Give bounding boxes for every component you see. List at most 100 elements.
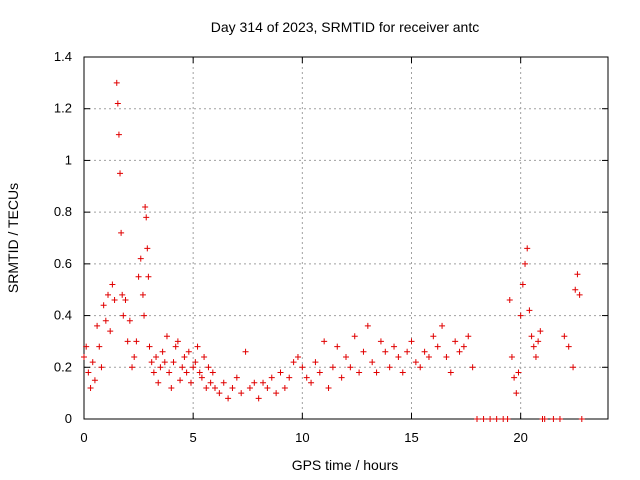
data-point [190, 364, 197, 371]
data-point [532, 353, 539, 360]
data-point [535, 338, 542, 345]
data-point [220, 379, 227, 386]
data-point [386, 364, 393, 371]
data-point [574, 271, 581, 278]
data-point [412, 359, 419, 366]
data-point [508, 353, 515, 360]
data-point [452, 338, 459, 345]
data-point [181, 353, 188, 360]
data-point [526, 307, 533, 314]
data-point [137, 255, 144, 262]
data-point [133, 338, 140, 345]
axis-ticks: 0 0.2 0.4 0.6 0.8 1 1.2 1.4 0 5 10 15 20 [54, 49, 608, 445]
data-point [316, 369, 323, 376]
data-point [294, 353, 301, 360]
data-point [172, 343, 179, 350]
data-point [281, 384, 288, 391]
data-point [465, 333, 472, 340]
data-point [550, 416, 557, 422]
data-point [417, 364, 424, 371]
data-point [122, 297, 129, 304]
data-point [308, 379, 315, 386]
data-point [155, 379, 162, 386]
y-tick-label: 0.8 [54, 204, 72, 219]
data-point [177, 377, 184, 384]
data-point [303, 374, 310, 381]
data-point [118, 229, 125, 236]
y-tick-label: 1 [65, 152, 72, 167]
data-point [430, 333, 437, 340]
data-point [225, 395, 232, 402]
data-point [150, 369, 157, 376]
data-point [325, 384, 332, 391]
data-point [109, 281, 116, 288]
data-point [570, 364, 577, 371]
data-point [205, 364, 212, 371]
data-point [201, 353, 208, 360]
y-tick-label: 0.6 [54, 256, 72, 271]
data-point [321, 338, 328, 345]
data-point [474, 416, 480, 422]
data-point [522, 260, 529, 267]
data-point [541, 416, 548, 422]
data-point [530, 343, 537, 350]
data-point [277, 369, 284, 376]
data-point [576, 291, 583, 298]
data-point [255, 395, 262, 402]
data-point [565, 343, 572, 350]
data-point [382, 348, 389, 355]
data-point [105, 291, 112, 298]
data-point [107, 328, 114, 335]
x-tick-label: 5 [190, 430, 197, 445]
data-point [113, 79, 120, 86]
data-point [115, 131, 122, 138]
data-point [469, 364, 476, 371]
data-point [480, 416, 487, 422]
data-point [238, 390, 245, 397]
data-point [157, 364, 164, 371]
data-point [174, 338, 181, 345]
y-tick-label: 1.2 [54, 101, 72, 116]
chart-title: Day 314 of 2023, SRMTID for receiver ant… [211, 19, 479, 35]
data-point [506, 297, 513, 304]
data-point [299, 364, 306, 371]
data-point [141, 312, 148, 319]
data-point [142, 203, 149, 210]
data-point [273, 390, 280, 397]
data-point [439, 322, 446, 329]
data-point [338, 374, 345, 381]
data-point [513, 390, 520, 397]
data-point [511, 374, 518, 381]
data-point [421, 348, 428, 355]
data-point [87, 384, 94, 391]
data-point [537, 328, 544, 335]
y-tick-label: 0 [65, 411, 72, 426]
data-point [233, 374, 240, 381]
data-point [168, 384, 175, 391]
data-point [447, 369, 454, 376]
data-point [356, 369, 363, 376]
data-point [373, 369, 380, 376]
data-point [83, 343, 90, 350]
data-point [493, 416, 500, 422]
data-point [519, 281, 526, 288]
data-point [207, 379, 214, 386]
data-point [524, 245, 531, 252]
data-point [286, 374, 293, 381]
data-point [343, 353, 349, 360]
data-point [209, 369, 216, 376]
data-point [144, 245, 151, 252]
data-point [85, 369, 92, 376]
data-point [242, 348, 249, 355]
grid-lines [84, 57, 608, 419]
x-tick-label: 10 [295, 430, 309, 445]
data-point [153, 353, 160, 360]
data-point [334, 343, 341, 350]
data-point [126, 317, 133, 324]
data-point [329, 364, 336, 371]
data-point [443, 353, 450, 360]
data-point [212, 384, 218, 391]
data-point [408, 338, 415, 345]
y-tick-label: 0.4 [54, 308, 72, 323]
